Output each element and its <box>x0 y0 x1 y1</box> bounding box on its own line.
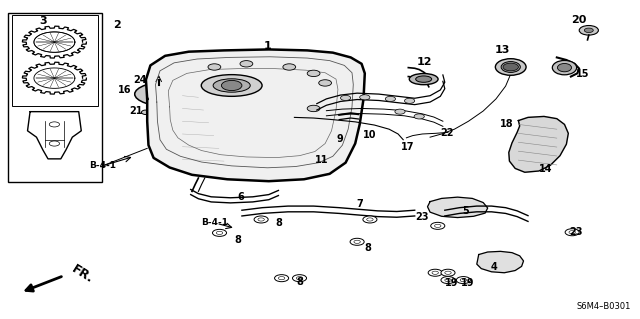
Ellipse shape <box>416 76 432 82</box>
Text: 10: 10 <box>363 130 377 140</box>
Ellipse shape <box>501 62 520 72</box>
Text: 8: 8 <box>297 277 303 287</box>
Text: 8: 8 <box>234 235 241 245</box>
Circle shape <box>307 105 320 112</box>
Circle shape <box>395 109 405 114</box>
Circle shape <box>350 238 364 245</box>
Circle shape <box>212 229 227 236</box>
Circle shape <box>307 70 320 77</box>
Ellipse shape <box>201 75 262 96</box>
Text: 16: 16 <box>118 85 132 95</box>
Circle shape <box>404 98 415 103</box>
Text: 12: 12 <box>417 57 432 67</box>
Ellipse shape <box>410 73 438 85</box>
Text: 9: 9 <box>337 134 343 144</box>
Text: 15: 15 <box>575 69 589 79</box>
Polygon shape <box>428 197 488 218</box>
Text: 14: 14 <box>538 164 552 174</box>
Ellipse shape <box>495 59 526 75</box>
Circle shape <box>456 277 470 284</box>
Text: 19: 19 <box>460 278 474 288</box>
Ellipse shape <box>148 86 196 102</box>
Circle shape <box>168 99 175 102</box>
Text: B-4-1: B-4-1 <box>201 218 228 227</box>
Polygon shape <box>146 49 365 181</box>
Text: 21: 21 <box>129 106 143 116</box>
Text: 4: 4 <box>491 262 497 272</box>
Circle shape <box>385 96 396 101</box>
Text: 22: 22 <box>440 128 454 138</box>
Circle shape <box>188 93 194 96</box>
Text: 19: 19 <box>445 278 459 288</box>
Text: 18: 18 <box>500 119 514 129</box>
Circle shape <box>441 277 455 284</box>
Circle shape <box>141 110 150 115</box>
Text: 1: 1 <box>264 41 271 51</box>
Polygon shape <box>477 251 524 273</box>
Text: FR.: FR. <box>69 263 95 286</box>
Circle shape <box>565 229 579 236</box>
Ellipse shape <box>557 63 572 72</box>
Circle shape <box>149 93 156 96</box>
Circle shape <box>441 269 455 276</box>
Circle shape <box>168 86 175 89</box>
Circle shape <box>503 63 518 71</box>
Ellipse shape <box>135 81 209 107</box>
Circle shape <box>428 269 442 276</box>
Circle shape <box>360 95 370 100</box>
Ellipse shape <box>213 79 250 92</box>
Bar <box>8 13 102 182</box>
Circle shape <box>431 222 445 229</box>
Ellipse shape <box>552 61 577 75</box>
Circle shape <box>363 216 377 223</box>
Text: 8: 8 <box>364 242 371 253</box>
Text: 2: 2 <box>113 20 121 30</box>
Circle shape <box>208 64 221 70</box>
Text: 11: 11 <box>314 155 328 165</box>
Circle shape <box>579 26 598 35</box>
Text: 20: 20 <box>572 15 587 25</box>
Text: 8: 8 <box>276 218 282 228</box>
Text: S6M4–B0301: S6M4–B0301 <box>576 302 630 311</box>
Circle shape <box>240 61 253 67</box>
Circle shape <box>283 64 296 70</box>
Text: 3: 3 <box>40 16 47 26</box>
Text: 23: 23 <box>415 212 429 222</box>
Text: 7: 7 <box>356 199 363 209</box>
Text: 24: 24 <box>132 75 147 85</box>
Circle shape <box>275 275 289 282</box>
Circle shape <box>292 275 307 282</box>
Text: 17: 17 <box>401 142 415 152</box>
Text: B-4-1: B-4-1 <box>89 161 116 170</box>
Circle shape <box>340 95 351 100</box>
Polygon shape <box>509 116 568 172</box>
Circle shape <box>319 80 332 86</box>
Text: 23: 23 <box>569 226 583 237</box>
Circle shape <box>159 88 184 100</box>
Circle shape <box>414 114 424 119</box>
Circle shape <box>221 80 242 91</box>
Circle shape <box>584 28 593 33</box>
Text: 5: 5 <box>463 205 469 216</box>
Circle shape <box>254 216 268 223</box>
Text: 13: 13 <box>495 45 510 56</box>
Text: 6: 6 <box>237 192 244 202</box>
Bar <box>12 15 98 106</box>
